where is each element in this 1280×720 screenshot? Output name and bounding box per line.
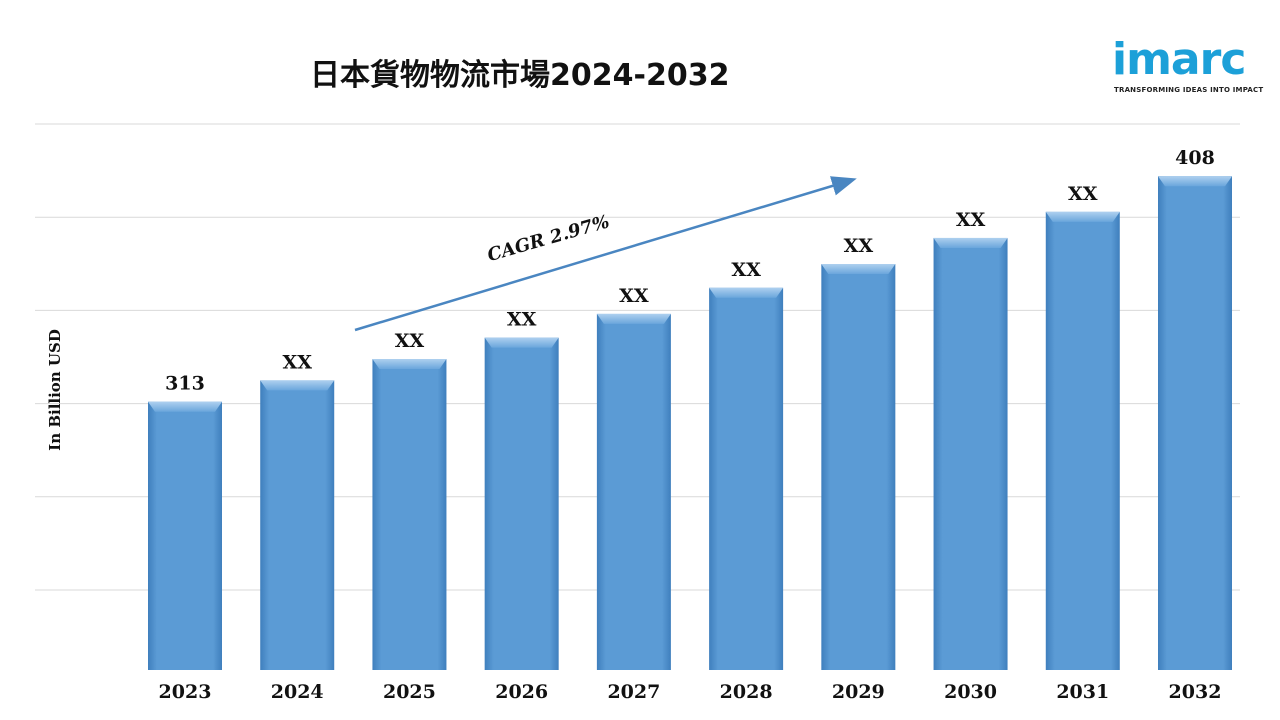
bar-cap-2024 xyxy=(260,380,335,391)
bar-2024 xyxy=(260,380,335,670)
data-label-2023: 313 xyxy=(165,373,205,395)
x-tick-label-2031: 2031 xyxy=(1056,681,1109,703)
x-tick-label-2032: 2032 xyxy=(1169,681,1222,703)
bar-cap-2032 xyxy=(1158,176,1232,187)
y-axis-label: In Billion USD xyxy=(46,329,64,451)
data-label-2032: 408 xyxy=(1175,147,1215,169)
data-label-2027: XX xyxy=(619,285,649,307)
page-title: 日本貨物物流市場2024-2032 xyxy=(310,58,730,93)
cagr-arrow xyxy=(354,176,857,332)
data-label-2025: XX xyxy=(395,330,425,352)
data-label-2026: XX xyxy=(507,309,537,331)
bar-2028 xyxy=(709,287,784,670)
bar-cap-2025 xyxy=(372,359,447,370)
bars-group: 313 2023 XX 2024 XX 2025 XX 2026 XX 2027 XX 2028 XX 2… xyxy=(148,147,1232,703)
data-label-2028: XX xyxy=(731,259,761,281)
data-label-2024: XX xyxy=(282,351,312,373)
x-tick-label-2024: 2024 xyxy=(271,681,324,703)
bar-cap-2028 xyxy=(709,287,784,298)
data-label-2031: XX xyxy=(1068,183,1098,205)
bar-2027 xyxy=(596,313,671,670)
bar-cap-2026 xyxy=(484,337,559,348)
bar-cap-2029 xyxy=(821,264,896,275)
bar-cap-2027 xyxy=(596,313,671,324)
bar-2031 xyxy=(1045,211,1120,670)
x-tick-label-2026: 2026 xyxy=(495,681,548,703)
x-tick-label-2028: 2028 xyxy=(720,681,773,703)
x-tick-label-2030: 2030 xyxy=(944,681,997,703)
x-tick-label-2023: 2023 xyxy=(159,681,212,703)
data-label-2030: XX xyxy=(956,209,986,231)
logo-wordmark: imarc xyxy=(1112,34,1246,85)
imarc-logo: imarc TRANSFORMING IDEAS INTO IMPACT xyxy=(1112,34,1264,104)
logo-tagline: TRANSFORMING IDEAS INTO IMPACT xyxy=(1114,86,1264,94)
x-tick-label-2027: 2027 xyxy=(607,681,660,703)
bar-cap-2023 xyxy=(148,401,222,412)
bar-2030 xyxy=(933,237,1008,671)
x-tick-label-2025: 2025 xyxy=(383,681,436,703)
bar-2026 xyxy=(484,337,559,670)
bar-cap-2031 xyxy=(1045,211,1120,222)
bar-2023 xyxy=(148,401,222,670)
x-tick-label-2029: 2029 xyxy=(832,681,885,703)
bar-2032 xyxy=(1158,176,1232,671)
bar-2029 xyxy=(821,264,896,670)
data-label-2029: XX xyxy=(844,235,874,257)
bar-cap-2030 xyxy=(933,237,1008,248)
bar-2025 xyxy=(372,359,447,670)
